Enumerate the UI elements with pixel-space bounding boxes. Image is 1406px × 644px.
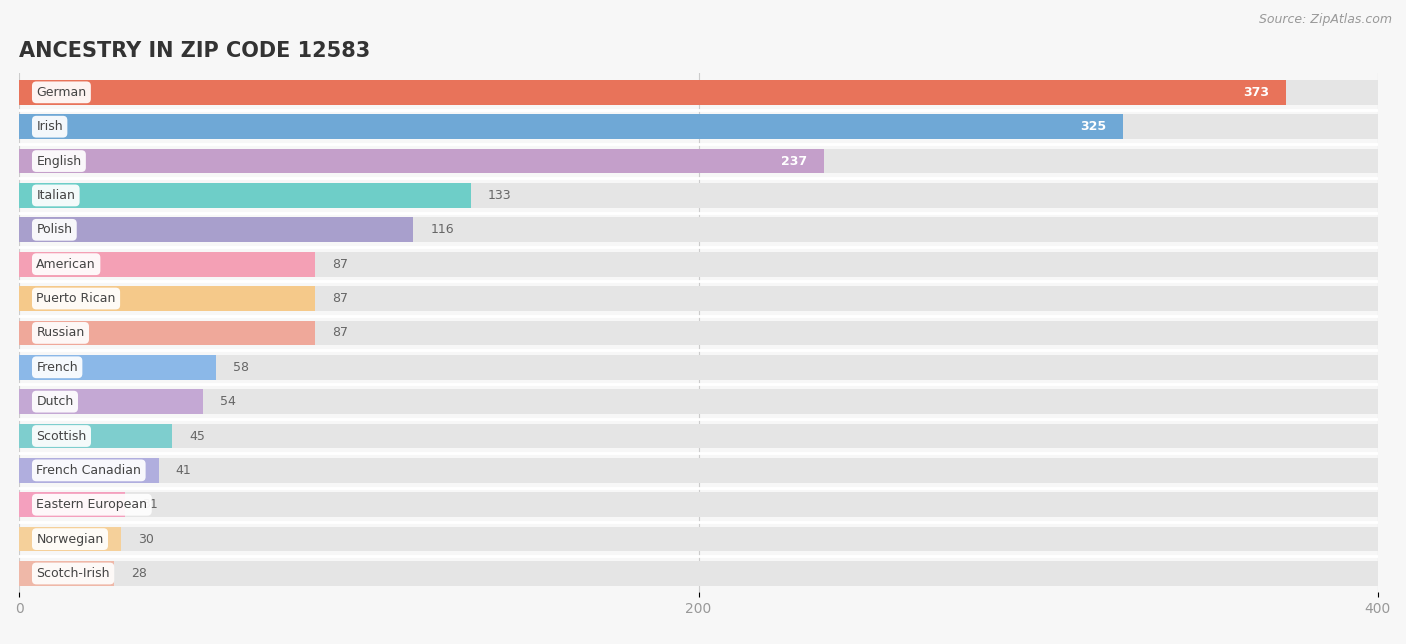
Bar <box>20 527 121 551</box>
Text: 87: 87 <box>332 258 347 270</box>
Text: 31: 31 <box>142 498 157 511</box>
Bar <box>20 458 159 483</box>
Text: French Canadian: French Canadian <box>37 464 141 477</box>
Text: Eastern European: Eastern European <box>37 498 148 511</box>
Bar <box>20 389 1378 414</box>
Text: 116: 116 <box>430 223 454 236</box>
Bar <box>20 527 1378 551</box>
Text: German: German <box>37 86 87 99</box>
Text: 325: 325 <box>1080 120 1107 133</box>
Bar <box>20 252 1378 276</box>
Bar <box>20 80 1378 105</box>
Text: Polish: Polish <box>37 223 72 236</box>
Bar <box>20 424 1378 448</box>
Bar <box>20 286 315 311</box>
Bar <box>20 183 1378 208</box>
Bar <box>20 493 1378 517</box>
Text: French: French <box>37 361 77 374</box>
Text: 58: 58 <box>233 361 249 374</box>
Text: American: American <box>37 258 96 270</box>
Bar <box>20 458 1378 483</box>
Bar <box>20 218 1378 242</box>
Text: 28: 28 <box>131 567 148 580</box>
Text: English: English <box>37 155 82 167</box>
Bar <box>20 561 1378 586</box>
Text: Source: ZipAtlas.com: Source: ZipAtlas.com <box>1258 13 1392 26</box>
Bar <box>20 115 1123 139</box>
Bar <box>20 493 125 517</box>
Text: Scottish: Scottish <box>37 430 87 442</box>
Bar <box>20 321 1378 345</box>
Bar <box>20 355 1378 380</box>
Text: 87: 87 <box>332 327 347 339</box>
Bar <box>20 149 1378 173</box>
Bar <box>20 218 413 242</box>
Bar <box>20 183 471 208</box>
Text: 45: 45 <box>190 430 205 442</box>
Bar <box>20 80 1286 105</box>
Bar <box>20 389 202 414</box>
Bar <box>20 252 315 276</box>
Bar <box>20 561 114 586</box>
Bar <box>20 149 824 173</box>
Text: Puerto Rican: Puerto Rican <box>37 292 115 305</box>
Bar <box>20 424 172 448</box>
Text: 373: 373 <box>1243 86 1270 99</box>
Bar <box>20 286 1378 311</box>
Text: Dutch: Dutch <box>37 395 73 408</box>
Text: 30: 30 <box>138 533 155 545</box>
Text: Scotch-Irish: Scotch-Irish <box>37 567 110 580</box>
Bar <box>20 355 217 380</box>
Text: 87: 87 <box>332 292 347 305</box>
Text: ANCESTRY IN ZIP CODE 12583: ANCESTRY IN ZIP CODE 12583 <box>20 41 371 61</box>
Text: Irish: Irish <box>37 120 63 133</box>
Bar <box>20 115 1378 139</box>
Text: 41: 41 <box>176 464 191 477</box>
Text: 133: 133 <box>488 189 512 202</box>
Text: Norwegian: Norwegian <box>37 533 104 545</box>
Bar <box>20 321 315 345</box>
Text: 237: 237 <box>782 155 807 167</box>
Text: Russian: Russian <box>37 327 84 339</box>
Text: Italian: Italian <box>37 189 76 202</box>
Text: 54: 54 <box>219 395 236 408</box>
